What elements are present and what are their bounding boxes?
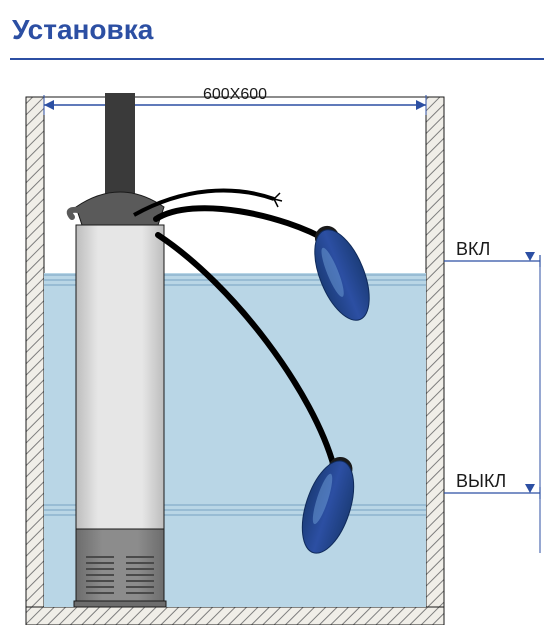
dim-top-label: 600X600 (203, 86, 267, 103)
page-title: Установка (12, 14, 153, 46)
title-underline (10, 58, 544, 60)
float-cable-upper (156, 208, 328, 241)
well-wall-left (26, 97, 44, 625)
well-wall-right (426, 97, 444, 625)
diagram: 600X600 ВКЛ ВЫКЛ (10, 85, 550, 630)
pump-body (76, 225, 164, 529)
level-on-label: ВКЛ (456, 239, 490, 259)
well-floor (26, 607, 444, 625)
level-off-label: ВЫКЛ (456, 471, 506, 491)
